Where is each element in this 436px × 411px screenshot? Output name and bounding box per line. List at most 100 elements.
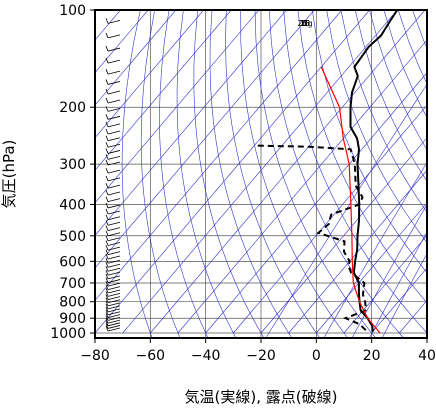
skewed-isotherm-line bbox=[95, 10, 315, 269]
wind-barb-feather bbox=[105, 315, 109, 321]
wind-barb-shaft bbox=[107, 286, 121, 291]
wind-barb bbox=[105, 303, 121, 310]
dry-adiabat-line bbox=[426, 10, 427, 12]
wind-barb-shaft bbox=[107, 130, 121, 135]
dry-adiabat-line bbox=[140, 10, 181, 338]
skewed-isotherm-line bbox=[177, 39, 427, 334]
skewed-isotherm-line bbox=[95, 10, 204, 139]
wind-barb-shaft bbox=[107, 327, 121, 332]
wind-barb bbox=[105, 121, 121, 128]
wind-barb-feather bbox=[105, 114, 109, 120]
wind-barb bbox=[105, 277, 121, 283]
wind-barb bbox=[105, 225, 121, 232]
wind-barb bbox=[105, 287, 121, 294]
wind-barb-feather bbox=[105, 18, 109, 24]
wind-barb bbox=[105, 196, 121, 203]
wind-barb bbox=[105, 284, 121, 291]
wind-barb bbox=[105, 79, 121, 85]
wind-barb-shaft bbox=[107, 308, 121, 313]
wind-barb-shaft bbox=[107, 216, 121, 221]
dry-adiabat-line bbox=[159, 10, 209, 338]
wind-barb bbox=[105, 262, 121, 268]
wind-barb bbox=[105, 249, 121, 256]
y-axis-title: 気圧(hPa) bbox=[0, 140, 18, 209]
skewed-isotherm-line bbox=[260, 137, 427, 334]
wind-barb-feather bbox=[105, 306, 109, 312]
dry-adiabat-line bbox=[193, 10, 265, 338]
wind-barb-shaft bbox=[107, 316, 121, 321]
wind-barb-shaft bbox=[107, 305, 121, 310]
wind-barb-shaft bbox=[107, 210, 121, 215]
wind-barb bbox=[105, 189, 121, 196]
skewed-isotherm-line bbox=[95, 10, 287, 236]
skewed-isotherm-line bbox=[371, 267, 427, 334]
wind-barb bbox=[105, 168, 121, 174]
series-layer bbox=[254, 10, 399, 334]
wind-barb-feather bbox=[105, 128, 109, 135]
dry-adiabat-line bbox=[369, 10, 427, 151]
y-tick-label: 900 bbox=[59, 311, 86, 327]
wind-barb bbox=[105, 148, 121, 154]
wind-barb-feather bbox=[105, 45, 109, 52]
wind-barb-shaft bbox=[107, 107, 121, 112]
y-tick-label: 800 bbox=[59, 295, 86, 311]
wind-barb-shaft bbox=[107, 299, 121, 304]
wind-barb-feather bbox=[105, 258, 109, 264]
wind-barb-shaft bbox=[107, 322, 121, 327]
mixing-ratio-label: 1 bbox=[302, 19, 307, 28]
skewed-isotherm-line bbox=[95, 10, 260, 204]
wind-barb-feather bbox=[105, 88, 109, 95]
wind-barb bbox=[105, 240, 121, 246]
wind-barb bbox=[105, 135, 121, 142]
dry-adiabat-line bbox=[297, 10, 427, 304]
wind-barb bbox=[105, 280, 121, 287]
wind-barb-feather bbox=[105, 266, 109, 272]
wind-barb bbox=[105, 97, 121, 104]
wind-barb-shaft bbox=[107, 319, 121, 324]
x-tick-label: −20 bbox=[246, 348, 276, 364]
wind-barb-feather bbox=[105, 57, 109, 64]
dry-adiabat-line bbox=[269, 10, 405, 338]
wind-barb bbox=[105, 315, 121, 321]
wind-barb-shaft bbox=[107, 302, 121, 307]
dewpoint-line bbox=[254, 144, 368, 331]
wind-barb bbox=[105, 269, 121, 276]
skewed-isotherm-line bbox=[95, 10, 232, 171]
y-tick-label: 500 bbox=[59, 229, 86, 245]
wind-barb-feather bbox=[105, 220, 109, 226]
wind-barb-feather bbox=[105, 317, 109, 324]
wind-barbs bbox=[105, 18, 121, 332]
wind-barb-shaft bbox=[107, 90, 121, 95]
wind-barb-shaft bbox=[107, 34, 121, 39]
wind-barb bbox=[105, 235, 121, 242]
y-tick-label: 100 bbox=[59, 3, 86, 19]
skewed-isotherm-line bbox=[205, 72, 427, 334]
wind-barb-feather bbox=[105, 284, 109, 290]
dry-adiabat-line bbox=[354, 10, 427, 182]
dry-adiabat-line bbox=[283, 10, 427, 334]
wind-barb bbox=[105, 323, 121, 329]
wind-barb-shaft bbox=[107, 271, 121, 276]
wind-barb bbox=[105, 57, 121, 64]
wind-barb bbox=[105, 312, 121, 318]
x-axis-title: 気温(実線), 露点(破線) bbox=[185, 388, 338, 406]
wind-barb-feather bbox=[105, 189, 109, 196]
wind-barb bbox=[105, 159, 121, 166]
wind-barb-feather bbox=[105, 262, 109, 268]
mixing-ratio-line bbox=[351, 203, 427, 338]
adiabats bbox=[95, 10, 427, 338]
wind-barb-shaft bbox=[107, 242, 121, 246]
mixing-ratio-line bbox=[265, 83, 427, 338]
wind-barb-shaft bbox=[107, 311, 121, 316]
wind-barb-feather bbox=[105, 106, 109, 112]
x-tick-label: −40 bbox=[191, 348, 221, 364]
wind-barb-shaft bbox=[107, 177, 121, 182]
wind-barb-feather bbox=[105, 97, 109, 104]
y-tick-label: 600 bbox=[59, 254, 86, 270]
wind-barb-shaft bbox=[107, 263, 121, 268]
wind-barb-feather bbox=[105, 225, 109, 231]
dry-adiabat-line bbox=[121, 10, 153, 338]
wind-barb-shaft bbox=[107, 59, 121, 64]
wind-barb-shaft bbox=[107, 191, 121, 196]
